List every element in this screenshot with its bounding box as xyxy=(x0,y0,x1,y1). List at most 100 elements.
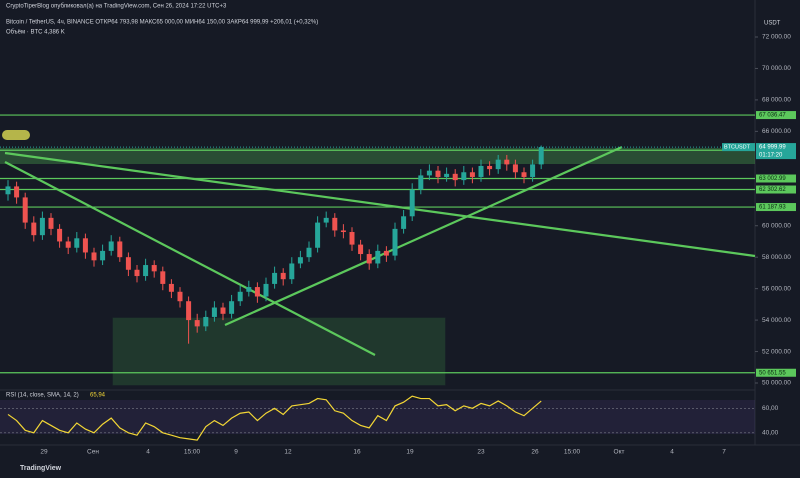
currency: USDT xyxy=(764,21,781,27)
level-tag xyxy=(756,111,796,120)
x-tick-label: Окт xyxy=(614,449,625,456)
candle-body xyxy=(151,265,157,272)
trendline xyxy=(4,161,376,356)
candle-body xyxy=(332,217,338,231)
candle-body xyxy=(461,172,467,181)
x-tick-label: 29 xyxy=(40,449,48,456)
candle-body xyxy=(358,244,364,255)
y-tick-label: 70 000.00 xyxy=(762,65,791,72)
level-label: 62 302.62 xyxy=(759,187,786,193)
x-tick-label: 26 xyxy=(531,449,539,456)
level-label: 63 002.99 xyxy=(759,176,786,182)
level-label: 61 187.93 xyxy=(759,205,786,211)
candle-body xyxy=(31,222,37,236)
candle-body xyxy=(349,232,355,245)
candle-body xyxy=(375,250,381,264)
zone xyxy=(0,148,755,164)
symbol-line: Bitcoin / TetherUS, 4ч, BINANCE ОТКР64 7… xyxy=(6,20,318,26)
candle-body xyxy=(254,287,260,297)
y-tick-label: 54 000.00 xyxy=(762,317,791,324)
candle-body xyxy=(435,170,441,177)
candle-body xyxy=(237,291,243,302)
candle-body xyxy=(315,222,321,248)
y-tick-label: 60 000.00 xyxy=(762,222,791,229)
x-tick-label: 16 xyxy=(353,449,361,456)
publisher: CryptoTiperBlog опубликовал(а) на Tradin… xyxy=(6,4,227,10)
candle-body xyxy=(57,228,63,242)
x-tick-label: 19 xyxy=(406,449,414,456)
x-tick-label: 4 xyxy=(146,449,150,456)
last-price-timer: 01:17:20 xyxy=(759,153,783,159)
candle-body xyxy=(366,254,372,264)
candle-body xyxy=(14,186,20,198)
candle-body xyxy=(65,241,71,248)
candle-body xyxy=(194,320,200,327)
candle-body xyxy=(91,252,97,261)
candle-body xyxy=(272,272,278,284)
candle-body xyxy=(504,159,510,165)
candle-body xyxy=(530,164,536,177)
trendline xyxy=(4,151,756,258)
last-price-label: 64 999.99 xyxy=(759,145,786,151)
zone-box xyxy=(112,317,446,386)
candle-body xyxy=(5,186,11,195)
candle-body xyxy=(168,283,174,292)
x-tick-label: 9 xyxy=(234,449,238,456)
candle-body xyxy=(297,257,303,264)
candle-body xyxy=(418,175,424,190)
x-tick-label: 7 xyxy=(722,449,726,456)
plot: 72 000.00 70 000.00 68 000.00 66 000.00 60 0… xyxy=(0,34,796,456)
candle-body xyxy=(512,164,518,173)
y-tick-label: 72 000.00 xyxy=(762,34,791,41)
candle-body xyxy=(538,147,544,165)
candle-body xyxy=(340,230,346,233)
y-tick-label: 56 000.00 xyxy=(762,285,791,292)
x-tick-label: 12 xyxy=(284,449,292,456)
candle-body xyxy=(289,263,295,280)
candle-body xyxy=(74,238,80,248)
x-tick-label: 15:00 xyxy=(564,449,581,456)
candle-body xyxy=(383,250,389,256)
candle-body xyxy=(39,217,45,236)
level-label: 67 036.47 xyxy=(759,113,786,119)
candle-body xyxy=(263,283,269,297)
brand: TradingView xyxy=(20,465,62,472)
y-tick-label: 66 000.00 xyxy=(762,128,791,135)
candle-body xyxy=(100,250,106,261)
rsi-value: 65,94 xyxy=(90,393,106,399)
candle-body xyxy=(22,197,28,223)
volume-line: Объём · BTC 4,386 K xyxy=(6,30,65,36)
y-tick-label: 50 000.00 xyxy=(762,380,791,387)
candle-body xyxy=(186,301,192,321)
candle-body xyxy=(117,241,123,258)
candle-body xyxy=(229,301,235,314)
level-label: 50 651.55 xyxy=(759,370,786,376)
candle-body xyxy=(452,173,458,181)
candle-body xyxy=(82,238,88,253)
rsi-tick-label: 40,00 xyxy=(762,429,779,436)
level-tag xyxy=(756,368,796,377)
level-tag xyxy=(756,174,796,183)
candle-body xyxy=(392,228,398,256)
x-tick-label: Сен xyxy=(87,449,99,456)
candle-body xyxy=(160,271,166,284)
candle-body xyxy=(177,291,183,302)
candle-body xyxy=(143,265,149,277)
candle-body xyxy=(495,159,501,170)
rsi-tick-label: 60,00 xyxy=(762,405,779,412)
candle-body xyxy=(306,247,312,258)
candle-body xyxy=(426,170,432,176)
candle-body xyxy=(401,216,407,229)
x-tick-label: 4 xyxy=(670,449,674,456)
candle-body xyxy=(134,269,140,277)
candle-body xyxy=(125,257,131,270)
y-tick-label: 52 000.00 xyxy=(762,348,791,355)
trendlines xyxy=(4,145,756,356)
rsi-title: RSI (14, close, SMA, 14, 2) xyxy=(6,393,79,399)
y-tick-label: 68 000.00 xyxy=(762,97,791,104)
y-tick-label: 58 000.00 xyxy=(762,254,791,261)
marker xyxy=(2,130,30,140)
x-tick-label: 23 xyxy=(477,449,485,456)
candle-body xyxy=(108,241,114,251)
